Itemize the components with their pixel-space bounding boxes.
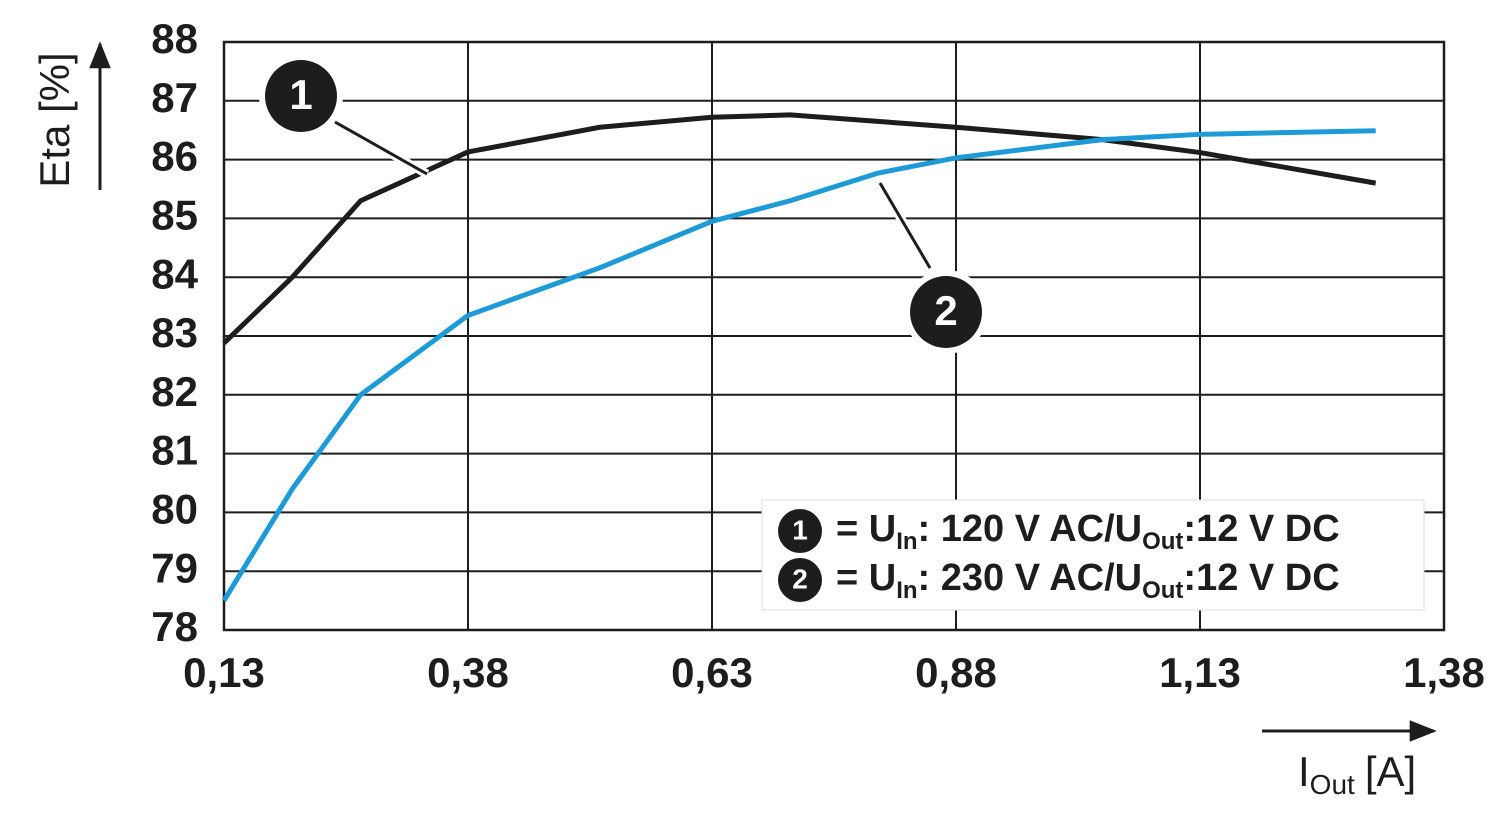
legend-entry-part: : 120 V AC/U: [918, 508, 1143, 550]
callout-leader: [878, 182, 932, 269]
x-tick-label: 0,13: [183, 649, 265, 696]
legend-marker: [778, 509, 822, 553]
y-tick-label: 78: [151, 603, 198, 650]
legend-marker: [778, 558, 822, 602]
series-line: [222, 112, 1377, 345]
x-axis-label-sub: Out: [1310, 769, 1355, 800]
x-tick-label: 1,38: [1403, 649, 1485, 696]
legend-entry-part: : 230 V AC/U: [918, 557, 1143, 599]
legend-entry-part: = U: [836, 557, 896, 599]
legend-entry-sub: In: [896, 577, 917, 604]
legend-marker-label: 1: [792, 514, 808, 545]
plot-frame: [222, 40, 1446, 632]
x-tick-label: 0,63: [671, 649, 753, 696]
legend-entry-part: = U: [836, 508, 896, 550]
y-tick-label: 84: [151, 250, 198, 297]
callout-label: 1: [289, 71, 312, 118]
legend-entry-part: :12 V DC: [1183, 557, 1339, 599]
legend-entry-sub: Out: [1142, 528, 1183, 555]
legend-entry-part: :12 V DC: [1183, 508, 1339, 550]
x-axis-label-part: [A]: [1365, 748, 1416, 795]
legend-box: [761, 499, 1425, 611]
x-axis-label: IOut [A]: [1298, 748, 1416, 800]
series-line: [221, 128, 1376, 602]
y-tick-label: 85: [151, 191, 198, 238]
legend-entry-sub: In: [896, 528, 917, 555]
y-tick-label: 83: [151, 309, 198, 356]
y-tick-label: 88: [151, 15, 198, 62]
x-tick-label: 1,13: [1159, 649, 1241, 696]
y-axis-label: Eta [%]: [31, 52, 78, 187]
callout-leader: [334, 120, 428, 176]
x-tick-label: 0,38: [427, 649, 509, 696]
y-tick-label: 87: [151, 74, 198, 121]
legend-marker-label: 2: [792, 563, 808, 594]
legend-entry: = UIn: 120 V AC/UOut:12 V DC: [836, 508, 1340, 555]
x-axis-label-part: I: [1298, 748, 1310, 795]
y-tick-label: 79: [151, 544, 198, 591]
callout-label: 2: [934, 287, 957, 334]
callout-circle: [910, 276, 982, 348]
callout-circle: [265, 60, 337, 132]
y-tick-label: 81: [151, 427, 198, 474]
y-tick-label: 86: [151, 133, 198, 180]
y-tick-label: 80: [151, 485, 198, 532]
y-tick-label: 82: [151, 368, 198, 415]
legend-entry-sub: Out: [1142, 577, 1183, 604]
x-tick-label: 0,88: [915, 649, 997, 696]
legend-entry: = UIn: 230 V AC/UOut:12 V DC: [836, 557, 1340, 604]
